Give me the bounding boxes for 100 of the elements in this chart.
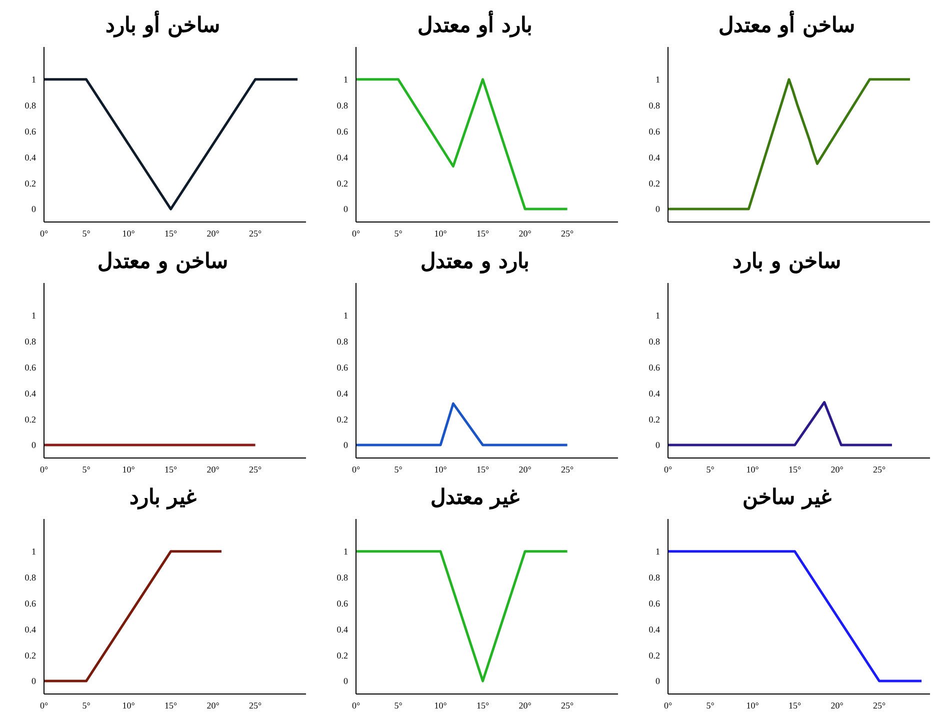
y-tick-label: 1 (656, 546, 660, 557)
x-tick-label: 15° (476, 464, 490, 474)
y-tick-label: 0 (656, 676, 660, 686)
y-tick-label: 1 (344, 74, 348, 85)
chart-title: بارد أو معتدل (416, 10, 534, 40)
y-tick-label: 0 (344, 204, 348, 214)
x-tick-label: 25° (872, 700, 886, 710)
y-tick-label: 0.4 (648, 152, 660, 162)
y-tick-label: 0.6 (336, 362, 348, 372)
x-tick-label: 5° (394, 464, 403, 474)
x-tick-label: 10° (434, 464, 448, 474)
y-tick-label: 0.4 (336, 152, 348, 162)
y-tick-label: 0.8 (648, 336, 660, 347)
x-tick-label: 25° (560, 700, 574, 710)
y-tick-label: 0.4 (336, 388, 348, 398)
y-tick-label: 0.6 (336, 598, 348, 608)
y-tick-label: 0.6 (648, 598, 660, 608)
y-tick-label: 0.6 (648, 126, 660, 136)
y-tick-label: 0.8 (24, 336, 36, 347)
y-tick-label: 1 (344, 546, 348, 557)
y-tick-label: 0.8 (336, 572, 348, 583)
chart-title: ساخن و بارد (732, 247, 842, 276)
y-tick-label: 0.2 (24, 178, 36, 188)
x-tick-label: 10° (122, 464, 136, 474)
x-tick-label: 20° (206, 700, 220, 710)
chart-title: غير بارد (128, 483, 198, 512)
x-tick-label: 0° (40, 228, 48, 238)
y-tick-label: 0.8 (336, 336, 348, 347)
x-tick-label: 20° (518, 228, 532, 238)
x-tick-label: 25° (560, 464, 574, 474)
y-tick-label: 0.2 (24, 650, 36, 660)
y-tick-label: 0.6 (24, 598, 36, 608)
x-tick-label: 25° (560, 228, 574, 238)
x-tick-label: 10° (122, 700, 136, 710)
x-tick-label: 10° (434, 228, 448, 238)
x-tick-label: 15° (164, 464, 178, 474)
y-tick-label: 0.8 (648, 100, 660, 111)
x-tick-label: 0° (664, 700, 672, 710)
y-tick-label: 0.8 (24, 100, 36, 111)
y-tick-label: 0.4 (24, 624, 36, 634)
x-tick-label: 20° (206, 464, 220, 474)
x-tick-label: 15° (164, 228, 178, 238)
x-tick-label: 20° (518, 700, 532, 710)
x-tick-label: 15° (476, 700, 490, 710)
y-tick-label: 0.8 (648, 572, 660, 583)
y-tick-label: 0 (32, 440, 36, 450)
chart-title: غير معتدل (429, 483, 521, 512)
y-tick-label: 0.6 (336, 126, 348, 136)
x-tick-label: 0° (40, 700, 48, 710)
y-tick-label: 0 (344, 440, 348, 450)
y-tick-label: 0.4 (648, 388, 660, 398)
y-tick-label: 1 (344, 310, 348, 321)
y-tick-label: 0.8 (24, 572, 36, 583)
y-tick-label: 0 (656, 440, 660, 450)
x-tick-label: 10° (746, 464, 760, 474)
y-tick-label: 0.2 (336, 650, 348, 660)
y-tick-label: 0.4 (648, 624, 660, 634)
x-tick-label: 5° (706, 700, 715, 710)
y-tick-label: 0.2 (336, 414, 348, 424)
x-tick-label: 20° (206, 228, 220, 238)
x-tick-label: 10° (746, 700, 760, 710)
x-tick-label: 25° (248, 464, 262, 474)
x-tick-label: 20° (830, 464, 844, 474)
x-tick-label: 15° (476, 228, 490, 238)
y-tick-label: 0.2 (336, 178, 348, 188)
chart-title: غير ساخن (741, 483, 833, 512)
x-tick-label: 5° (82, 700, 91, 710)
y-tick-label: 0.8 (336, 100, 348, 111)
y-tick-label: 0.6 (24, 126, 36, 136)
x-tick-label: 0° (352, 228, 360, 238)
y-tick-label: 0.6 (24, 362, 36, 372)
y-tick-label: 0.4 (336, 624, 348, 634)
y-tick-label: 0.4 (24, 152, 36, 162)
x-tick-label: 5° (82, 228, 91, 238)
chart-title: ساخن أو بارد (104, 10, 222, 40)
y-tick-label: 0 (344, 676, 348, 686)
y-tick-label: 1 (656, 74, 660, 85)
x-tick-label: 5° (706, 464, 715, 474)
y-tick-label: 0 (656, 204, 660, 214)
y-tick-label: 1 (32, 310, 36, 321)
y-tick-label: 1 (32, 546, 36, 557)
y-tick-label: 0.2 (648, 650, 660, 660)
x-tick-label: 0° (664, 464, 672, 474)
chart-title: بارد و معتدل (420, 247, 530, 276)
line-series (666, 78, 912, 210)
y-tick-label: 0.2 (24, 414, 36, 424)
x-tick-label: 15° (788, 700, 802, 710)
y-tick-label: 0 (32, 204, 36, 214)
x-tick-label: 10° (434, 700, 448, 710)
chart-title: ساخن أو معتدل (718, 10, 856, 40)
x-tick-label: 15° (788, 464, 802, 474)
x-tick-label: 5° (394, 700, 403, 710)
x-tick-label: 20° (830, 700, 844, 710)
y-tick-label: 0.4 (24, 388, 36, 398)
y-tick-label: 0.2 (648, 414, 660, 424)
y-tick-label: 0.2 (648, 178, 660, 188)
y-tick-label: 0.6 (648, 362, 660, 372)
x-tick-label: 0° (352, 700, 360, 710)
x-tick-label: 15° (164, 700, 178, 710)
x-tick-label: 5° (82, 464, 91, 474)
